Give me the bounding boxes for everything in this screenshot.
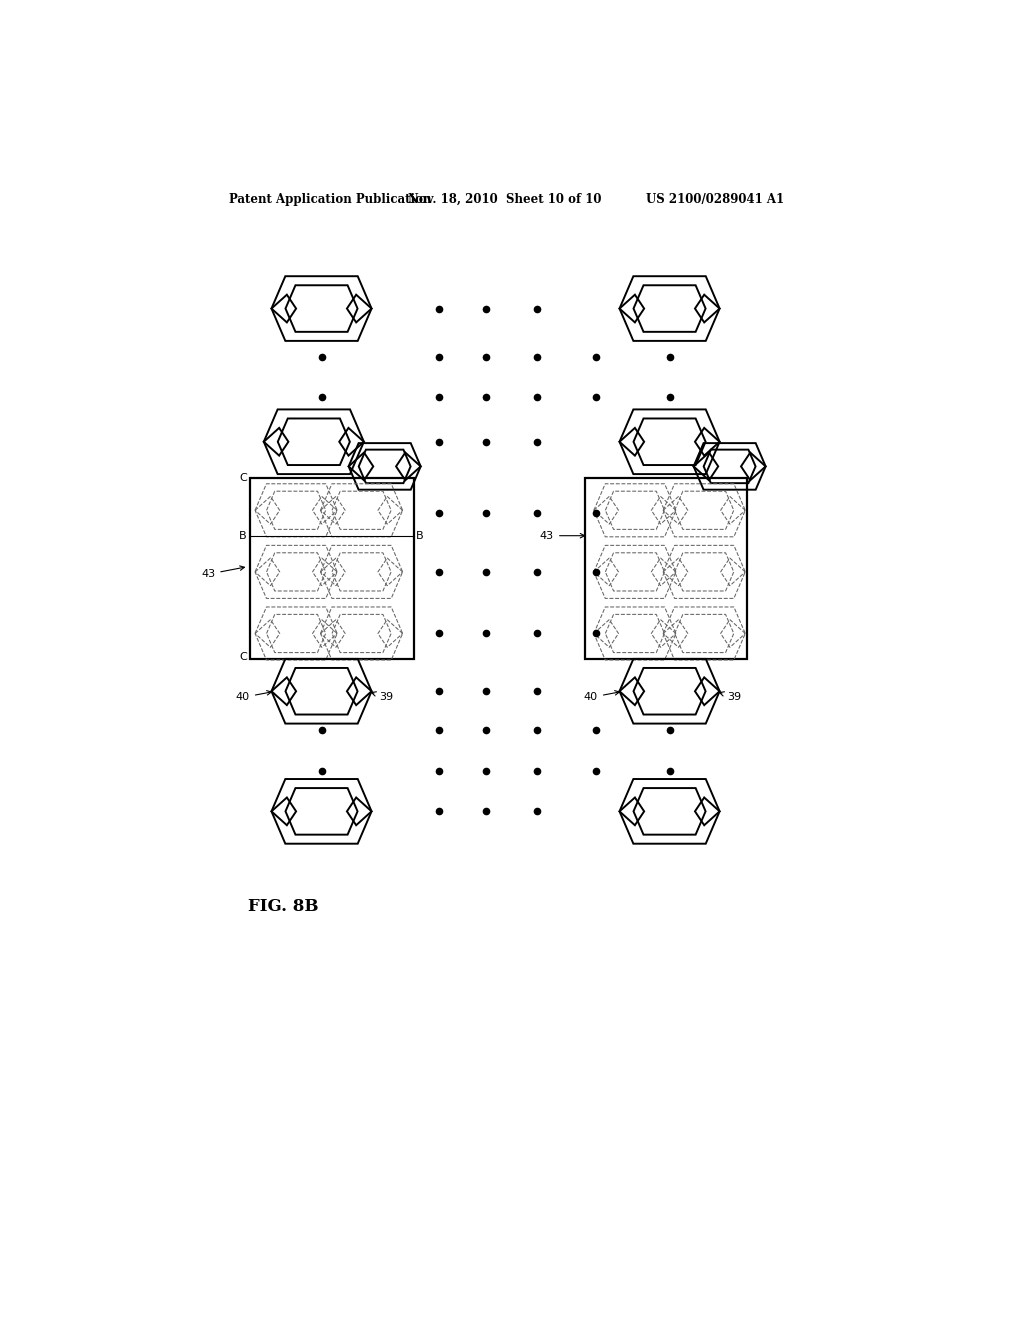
Text: B: B <box>239 531 246 541</box>
Bar <box>585 478 746 659</box>
Text: 43: 43 <box>540 531 585 541</box>
Text: C: C <box>240 652 248 663</box>
Text: FIG. 8B: FIG. 8B <box>248 898 318 915</box>
Text: 40: 40 <box>236 690 271 702</box>
Text: 43: 43 <box>201 566 245 579</box>
Text: US 2100/0289041 A1: US 2100/0289041 A1 <box>646 193 784 206</box>
Text: Patent Application Publication: Patent Application Publication <box>229 193 432 206</box>
Text: Nov. 18, 2010  Sheet 10 of 10: Nov. 18, 2010 Sheet 10 of 10 <box>408 193 601 206</box>
Text: B: B <box>416 531 424 541</box>
Bar <box>250 478 414 659</box>
Text: 39: 39 <box>372 692 393 702</box>
Text: 40: 40 <box>584 690 620 702</box>
Text: C: C <box>240 473 248 483</box>
Text: 39: 39 <box>720 692 741 702</box>
